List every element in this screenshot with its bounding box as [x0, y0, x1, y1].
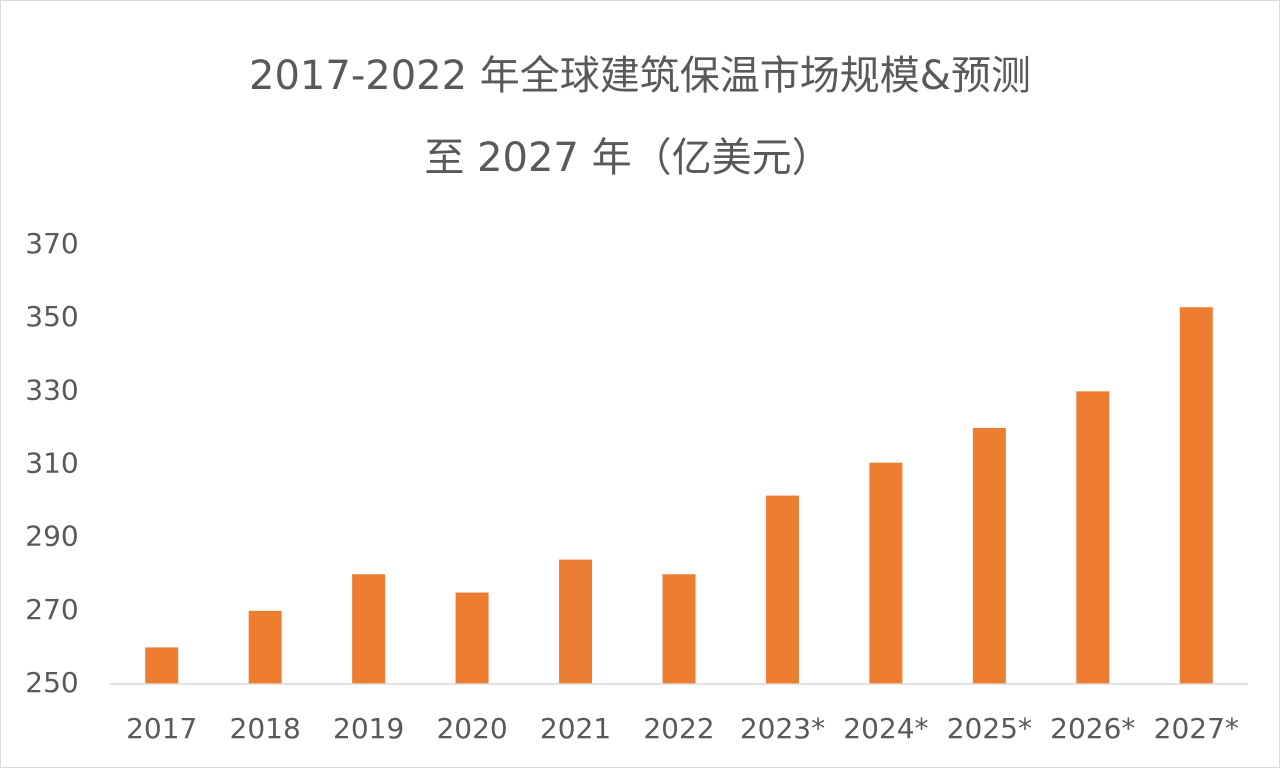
bar — [145, 647, 179, 684]
y-tick-label: 350 — [25, 300, 78, 333]
x-tick-label: 2026* — [1050, 712, 1135, 745]
y-tick-label: 250 — [25, 666, 78, 699]
chart-title: 至 2027 年（亿美元） — [424, 135, 831, 181]
y-tick-label: 330 — [25, 373, 78, 406]
bar — [869, 462, 903, 684]
bar — [1179, 307, 1213, 684]
x-tick-label: 2022 — [643, 712, 714, 745]
x-tick-label: 2027* — [1154, 712, 1239, 745]
x-tick-label: 2017 — [126, 712, 197, 745]
x-tick-label: 2024* — [843, 712, 928, 745]
y-tick-label: 310 — [25, 447, 78, 480]
bar — [248, 610, 282, 684]
y-tick-label: 270 — [25, 593, 78, 626]
bar — [1076, 391, 1110, 684]
y-tick-label: 370 — [25, 227, 78, 260]
bar — [662, 574, 696, 684]
bar — [455, 592, 489, 684]
y-tick-label: 290 — [25, 520, 78, 553]
x-tick-label: 2020 — [436, 712, 507, 745]
x-tick-label: 2021 — [540, 712, 611, 745]
bar — [559, 559, 593, 684]
chart-title: 2017-2022 年全球建筑保温市场规模&预测 — [249, 53, 1031, 99]
bar — [765, 495, 799, 684]
bar — [972, 427, 1006, 684]
bar — [352, 574, 386, 684]
x-tick-label: 2023* — [740, 712, 825, 745]
x-tick-label: 2018 — [230, 712, 301, 745]
x-tick-label: 2019 — [333, 712, 404, 745]
x-tick-label: 2025* — [947, 712, 1032, 745]
